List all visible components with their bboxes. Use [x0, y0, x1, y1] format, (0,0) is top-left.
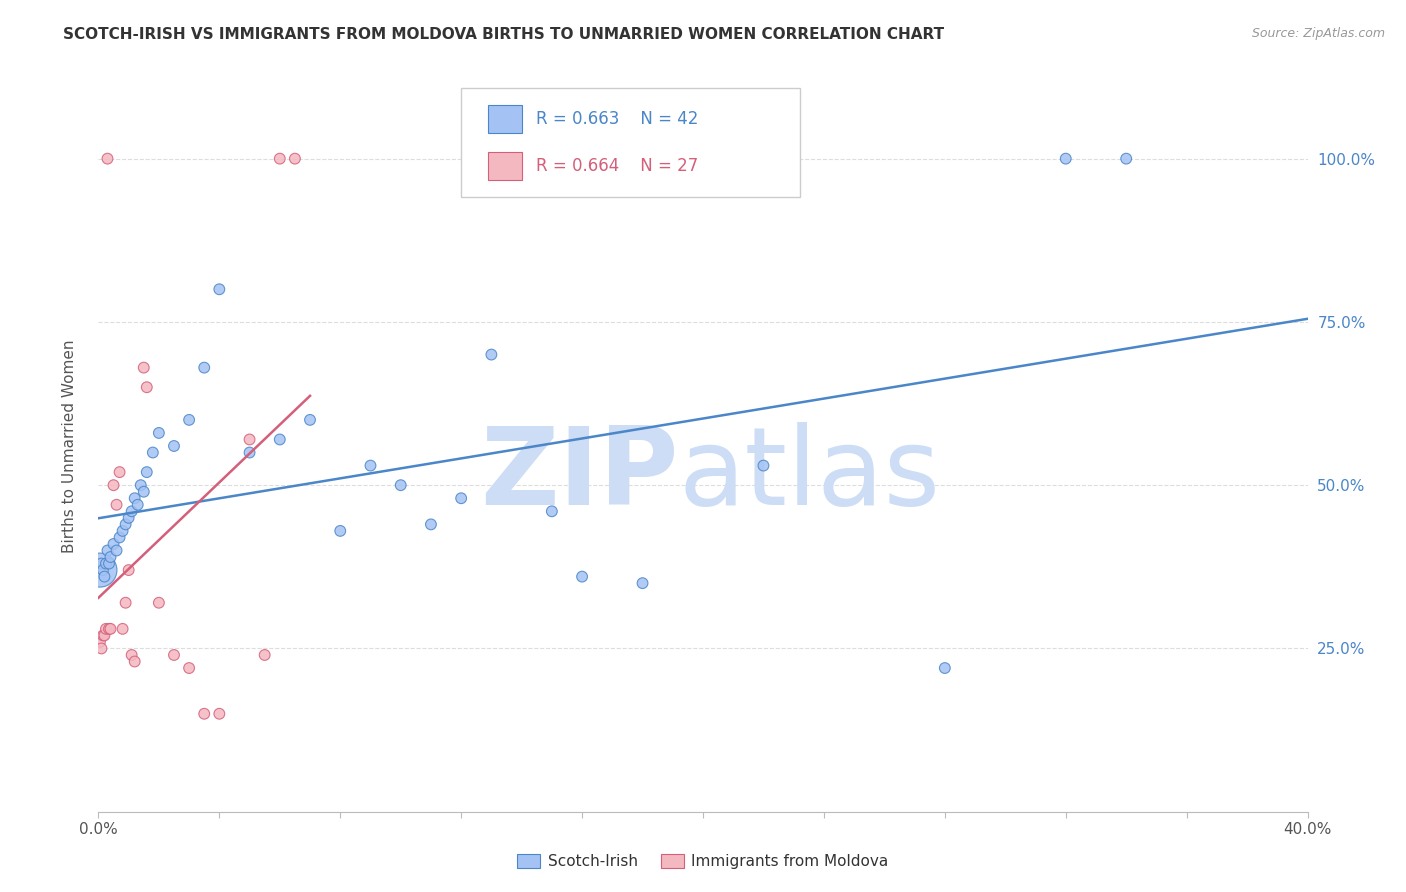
- Point: [1115, 152, 1137, 166]
- Text: R = 0.663    N = 42: R = 0.663 N = 42: [536, 110, 699, 128]
- Point: [934, 661, 956, 675]
- Point: [89, 635, 111, 649]
- Point: [450, 491, 472, 506]
- Text: SCOTCH-IRISH VS IMMIGRANTS FROM MOLDOVA BIRTHS TO UNMARRIED WOMEN CORRELATION CH: SCOTCH-IRISH VS IMMIGRANTS FROM MOLDOVA …: [63, 27, 945, 42]
- Point: [329, 524, 352, 538]
- Point: [114, 517, 136, 532]
- Point: [269, 152, 291, 166]
- Point: [118, 511, 141, 525]
- Point: [299, 413, 322, 427]
- Text: atlas: atlas: [679, 422, 941, 528]
- Point: [100, 622, 122, 636]
- Point: [111, 622, 134, 636]
- FancyBboxPatch shape: [461, 87, 800, 197]
- Point: [91, 563, 114, 577]
- Point: [752, 458, 775, 473]
- Point: [121, 504, 143, 518]
- Point: [124, 491, 146, 506]
- Point: [540, 504, 562, 518]
- Point: [481, 348, 503, 362]
- Point: [132, 360, 155, 375]
- Text: ZIP: ZIP: [481, 422, 679, 528]
- Point: [163, 648, 186, 662]
- Point: [127, 498, 149, 512]
- Point: [135, 465, 157, 479]
- Point: [193, 706, 215, 721]
- Point: [98, 557, 121, 571]
- Point: [96, 543, 118, 558]
- Point: [239, 445, 262, 459]
- Text: R = 0.664    N = 27: R = 0.664 N = 27: [536, 157, 699, 175]
- Bar: [488, 104, 522, 133]
- Point: [89, 563, 111, 577]
- Point: [105, 498, 128, 512]
- Point: [96, 152, 118, 166]
- Point: [420, 517, 443, 532]
- Point: [94, 622, 117, 636]
- Point: [98, 622, 121, 636]
- Point: [111, 524, 134, 538]
- Point: [118, 563, 141, 577]
- Point: [108, 530, 131, 544]
- Point: [124, 655, 146, 669]
- Point: [91, 628, 114, 642]
- Bar: [488, 153, 522, 180]
- Point: [93, 569, 115, 583]
- Point: [148, 425, 170, 440]
- Point: [148, 596, 170, 610]
- Point: [105, 543, 128, 558]
- Point: [142, 445, 165, 459]
- Point: [163, 439, 186, 453]
- Y-axis label: Births to Unmarried Women: Births to Unmarried Women: [62, 339, 77, 553]
- Legend: Scotch-Irish, Immigrants from Moldova: Scotch-Irish, Immigrants from Moldova: [512, 848, 894, 875]
- Point: [114, 596, 136, 610]
- Text: Source: ZipAtlas.com: Source: ZipAtlas.com: [1251, 27, 1385, 40]
- Point: [208, 282, 231, 296]
- Point: [135, 380, 157, 394]
- Point: [208, 706, 231, 721]
- Point: [93, 628, 115, 642]
- Point: [179, 661, 201, 675]
- Point: [90, 557, 112, 571]
- Point: [108, 465, 131, 479]
- Point: [179, 413, 201, 427]
- Point: [1054, 152, 1077, 166]
- Point: [90, 641, 112, 656]
- Point: [132, 484, 155, 499]
- Point: [100, 549, 122, 564]
- Point: [389, 478, 412, 492]
- Point: [94, 557, 117, 571]
- Point: [360, 458, 382, 473]
- Point: [193, 360, 215, 375]
- Point: [284, 152, 307, 166]
- Point: [269, 433, 291, 447]
- Point: [103, 478, 125, 492]
- Point: [571, 569, 593, 583]
- Point: [121, 648, 143, 662]
- Point: [103, 537, 125, 551]
- Point: [239, 433, 262, 447]
- Point: [253, 648, 276, 662]
- Point: [129, 478, 152, 492]
- Point: [631, 576, 654, 591]
